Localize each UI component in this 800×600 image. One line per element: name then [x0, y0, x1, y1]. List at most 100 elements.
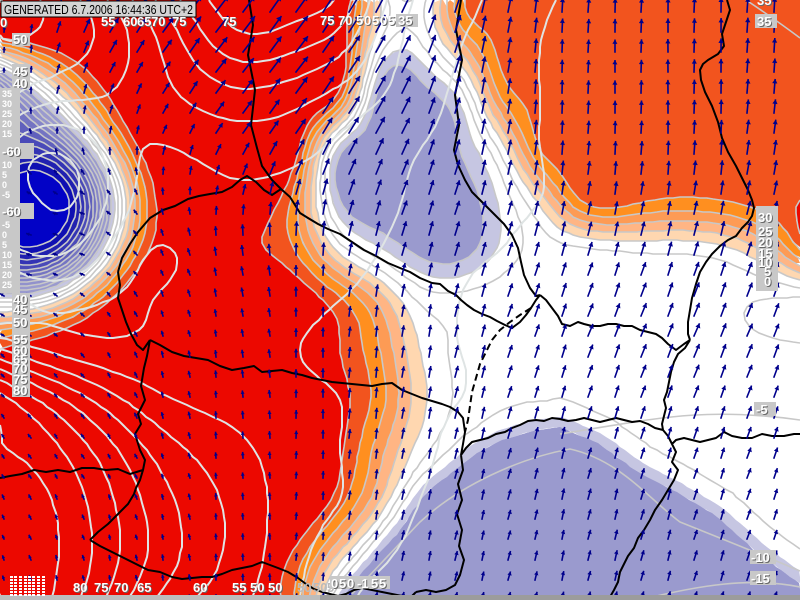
svg-text:50: 50: [250, 580, 264, 595]
svg-text:0: 0: [365, 14, 372, 29]
svg-text:5: 5: [388, 13, 395, 28]
svg-text:10: 10: [2, 160, 12, 170]
svg-text:-5: -5: [756, 402, 768, 417]
svg-text:35: 35: [757, 14, 771, 29]
svg-text:5: 5: [379, 576, 386, 591]
svg-text:65: 65: [138, 15, 152, 30]
svg-text:45: 45: [13, 64, 27, 79]
svg-text:75: 75: [95, 581, 109, 596]
svg-text:5: 5: [356, 13, 363, 28]
svg-text:0: 0: [381, 14, 388, 29]
svg-text:65: 65: [14, 353, 28, 368]
svg-text:35: 35: [758, 15, 772, 30]
svg-text:15: 15: [758, 246, 772, 261]
svg-text:5: 5: [764, 264, 771, 279]
svg-text:50: 50: [269, 581, 283, 596]
svg-text:35: 35: [399, 14, 413, 29]
svg-text:55: 55: [102, 15, 116, 30]
svg-text:0: 0: [380, 13, 387, 28]
svg-text:0: 0: [2, 180, 7, 190]
svg-text:60: 60: [13, 343, 27, 358]
svg-text:15: 15: [2, 260, 12, 270]
svg-text:15: 15: [2, 129, 12, 139]
svg-text:-5: -5: [2, 190, 10, 200]
svg-text:70: 70: [115, 581, 129, 596]
svg-text:75: 75: [222, 14, 236, 29]
svg-text:35: 35: [758, 0, 772, 9]
svg-text:70: 70: [13, 361, 27, 376]
svg-text:80: 80: [14, 384, 28, 399]
svg-text:40: 40: [14, 293, 28, 308]
svg-text:20: 20: [2, 270, 12, 280]
svg-text:70: 70: [338, 13, 352, 28]
svg-text:55: 55: [233, 581, 247, 596]
svg-text:65: 65: [137, 580, 151, 595]
svg-text:-15: -15: [752, 572, 771, 587]
svg-text:75: 75: [223, 15, 237, 30]
svg-text:70: 70: [152, 15, 166, 30]
svg-text:25: 25: [2, 280, 12, 290]
svg-text:50: 50: [14, 33, 28, 48]
svg-text:0: 0: [1, 16, 8, 31]
svg-text:75: 75: [321, 14, 335, 29]
svg-text:5: 5: [372, 577, 379, 592]
svg-text:60: 60: [123, 14, 137, 29]
svg-text:-1: -1: [357, 576, 369, 591]
svg-text:50: 50: [13, 315, 27, 330]
svg-text:50: 50: [313, 580, 327, 595]
svg-text:25: 25: [2, 109, 12, 119]
svg-text:20: 20: [2, 119, 12, 129]
svg-text:-60: -60: [3, 145, 22, 160]
svg-text:20: 20: [759, 236, 773, 251]
svg-text:70: 70: [114, 580, 128, 595]
svg-text:60: 60: [193, 580, 207, 595]
svg-text:-60: -60: [2, 204, 21, 219]
svg-text:-10: -10: [752, 551, 771, 566]
svg-text:55: 55: [232, 580, 246, 595]
svg-text:5: 5: [357, 14, 364, 29]
svg-text:35: 35: [398, 13, 412, 28]
svg-text:-5: -5: [2, 220, 10, 230]
svg-text:35: 35: [757, 0, 771, 8]
svg-text:50: 50: [268, 580, 282, 595]
svg-text:0: 0: [764, 274, 771, 289]
svg-text:15: 15: [759, 247, 773, 262]
svg-text:5: 5: [340, 577, 347, 592]
svg-text:10: 10: [2, 250, 12, 260]
svg-text:75: 75: [173, 15, 187, 30]
svg-text:60: 60: [194, 581, 208, 596]
svg-text:70: 70: [339, 14, 353, 29]
svg-text:0: 0: [364, 13, 371, 28]
svg-text:45: 45: [13, 302, 27, 317]
svg-text:75: 75: [94, 580, 108, 595]
svg-text:40: 40: [13, 76, 27, 91]
svg-text:50: 50: [14, 316, 28, 331]
svg-text:60: 60: [14, 344, 28, 359]
svg-text:25: 25: [758, 224, 772, 239]
svg-text:10: 10: [758, 255, 772, 270]
svg-text:5: 5: [2, 240, 7, 250]
svg-text:80: 80: [13, 383, 27, 398]
svg-text:5: 5: [389, 14, 396, 29]
svg-text:50: 50: [13, 32, 27, 47]
svg-text:5: 5: [2, 170, 7, 180]
svg-text:45: 45: [14, 303, 28, 318]
svg-text:40: 40: [13, 292, 27, 307]
svg-text:-60: -60: [3, 205, 22, 220]
svg-text:65: 65: [13, 352, 27, 367]
svg-text:50: 50: [297, 580, 311, 595]
svg-text:5: 5: [372, 13, 379, 28]
svg-text:-15: -15: [751, 571, 770, 586]
svg-text:5: 5: [765, 265, 772, 280]
svg-text:-60: -60: [2, 144, 21, 159]
svg-text:20: 20: [758, 235, 772, 250]
svg-text:50: 50: [251, 581, 265, 596]
svg-text:75: 75: [320, 13, 334, 28]
svg-text:-5: -5: [757, 403, 769, 418]
svg-text:80: 80: [74, 581, 88, 596]
svg-text:0: 0: [348, 577, 355, 592]
svg-text:0: 0: [0, 15, 7, 30]
svg-text:0: 0: [331, 576, 338, 591]
svg-text:30: 30: [759, 211, 773, 226]
svg-text:-10: -10: [751, 550, 770, 565]
